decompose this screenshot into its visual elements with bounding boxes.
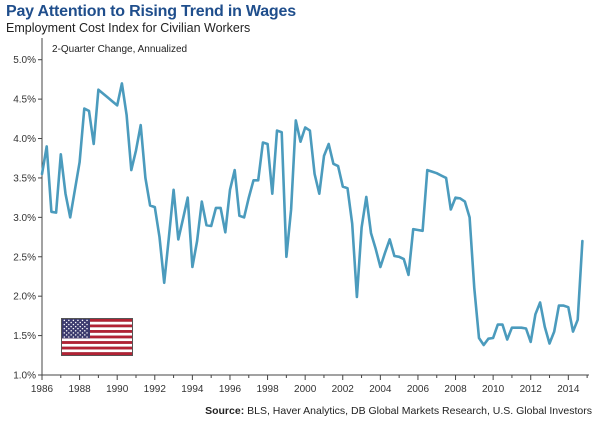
source-note: Source: BLS, Haver Analytics, DB Global …: [205, 405, 592, 417]
x-tick-label: 2002: [332, 384, 355, 395]
flag-star: [72, 323, 75, 326]
y-tick-label: 2.0%: [13, 292, 36, 303]
flag-star: [74, 330, 77, 332]
us-flag-icon: [61, 318, 133, 356]
flag-star: [86, 332, 88, 334]
flag-star: [84, 321, 86, 324]
flag-stripe: [62, 321, 132, 325]
x-tick-label: 2000: [294, 384, 317, 395]
flag-star: [72, 327, 75, 330]
y-tick-label: 3.0%: [13, 213, 36, 224]
source-label: Source:: [205, 405, 245, 417]
flag-star: [74, 321, 77, 324]
x-tick-label: 1998: [256, 384, 279, 395]
y-tick-label: 1.5%: [13, 331, 36, 342]
flag-stripe: [62, 324, 132, 328]
flag-star: [79, 330, 81, 332]
chart-annotation: 2-Quarter Change, Annualized: [52, 44, 187, 55]
flag-star: [86, 323, 88, 326]
x-tick-label: 2014: [557, 384, 580, 395]
flag-stripe: [62, 335, 132, 339]
flag-stripe: [62, 343, 132, 347]
flag-star: [65, 330, 68, 332]
flag-star: [70, 330, 72, 332]
series-line: [40, 82, 584, 347]
flag-star: [68, 319, 70, 322]
flag-star: [81, 323, 84, 326]
flag-star: [84, 325, 86, 328]
flag-star: [65, 334, 68, 336]
y-tick-label: 5.0%: [13, 55, 36, 66]
flag-star: [63, 332, 66, 334]
flag-stripe: [62, 346, 132, 350]
x-tick-label: 2004: [369, 384, 392, 395]
flag-star: [68, 336, 70, 338]
x-tick-label: 2008: [444, 384, 467, 395]
flag-stripe: [62, 341, 132, 344]
y-tick-label: 1.0%: [13, 371, 36, 382]
flag-star: [86, 327, 88, 330]
flag-star: [70, 325, 72, 328]
flag-star: [63, 336, 66, 338]
flag-star: [72, 319, 75, 322]
flag-star: [63, 327, 66, 330]
flag-star: [63, 323, 66, 326]
flag-star: [68, 323, 70, 326]
flag-star: [70, 321, 72, 324]
x-tick-label: 1996: [219, 384, 242, 395]
flag-star: [77, 327, 79, 330]
flag-star: [63, 319, 66, 322]
flag-stripe: [62, 332, 132, 336]
source-text: BLS, Haver Analytics, DB Global Markets …: [247, 405, 592, 417]
flag-star: [65, 321, 68, 324]
flag-star: [77, 332, 79, 334]
flag-star: [77, 323, 79, 326]
flag-star: [86, 336, 88, 338]
y-tick-label: 2.5%: [13, 252, 36, 263]
y-tick-label: 3.5%: [13, 173, 36, 184]
x-tick-label: 2010: [482, 384, 505, 395]
flag-star: [79, 334, 81, 336]
flag-star: [68, 327, 70, 330]
flag-star: [81, 327, 84, 330]
flag-star: [74, 334, 77, 336]
flag-stripe: [62, 338, 132, 342]
flag-star: [86, 319, 88, 322]
x-tick-label: 1992: [144, 384, 167, 395]
x-tick-label: 1990: [106, 384, 129, 395]
flag-stripe: [62, 327, 132, 331]
chart-title: Pay Attention to Rising Trend in Wages: [6, 3, 296, 20]
flag-star: [72, 336, 75, 338]
x-tick-label: 1988: [68, 384, 91, 395]
flag-stripe: [62, 349, 132, 353]
flag-star: [84, 330, 86, 332]
flag-star: [77, 319, 79, 322]
flag-star: [77, 336, 79, 338]
y-tick-label: 4.5%: [13, 95, 36, 106]
chart-subtitle: Employment Cost Index for Civilian Worke…: [6, 21, 251, 35]
chart-axes: 1.0% 1.5% 2.0% 2.5% 3.0% 3.5% 4.0% 4.5% 5.0% 1986…: [13, 38, 589, 395]
flag-star: [70, 334, 72, 336]
chart-plot-area: [40, 82, 584, 347]
flag-star: [81, 319, 84, 322]
x-tick-label: 1986: [31, 384, 54, 395]
flag-star: [84, 334, 86, 336]
flag-stripe: [62, 352, 132, 356]
flag-star: [72, 332, 75, 334]
flag-star: [81, 332, 84, 334]
flag-star: [79, 321, 81, 324]
x-tick-label: 2012: [520, 384, 543, 395]
x-tick-label: 1994: [181, 384, 204, 395]
flag-stripe: [62, 330, 132, 333]
flag-star: [81, 336, 84, 338]
flag-star: [74, 325, 77, 328]
flag-star: [65, 325, 68, 328]
flag-stripe: [62, 319, 132, 322]
y-tick-label: 4.0%: [13, 134, 36, 145]
flag-star: [68, 332, 70, 334]
flag-star: [79, 325, 81, 328]
x-tick-label: 2006: [407, 384, 430, 395]
